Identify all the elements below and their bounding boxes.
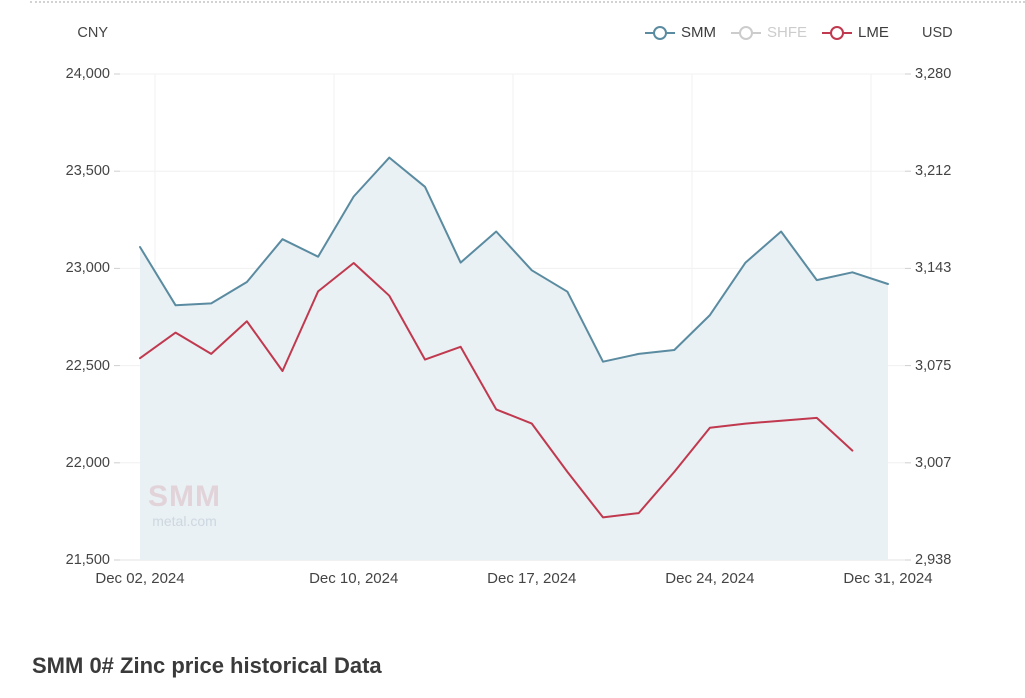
- left-axis-tick-label: 24,000: [65, 66, 110, 82]
- lme-legend-icon: [822, 25, 853, 40]
- left-axis-tick-label: 23,500: [65, 163, 110, 180]
- smm-legend-icon: [645, 25, 675, 40]
- legend-label-shfe: SHFE: [767, 24, 808, 41]
- legend-item-shfe[interactable]: SHFE: [731, 24, 807, 41]
- shfe-legend-icon: [731, 25, 761, 40]
- x-axis-tick-label: Dec 10, 2024: [309, 570, 399, 587]
- left-axis-tick-label: 22,500: [65, 357, 110, 374]
- x-axis-tick-label: Dec 02, 2024: [95, 570, 185, 587]
- lme-price-line: [139, 262, 854, 519]
- top-dotted-divider: [30, 1, 1025, 3]
- legend-item-smm[interactable]: SMM: [645, 24, 716, 41]
- right-axis-tick-label: 3,007: [915, 454, 952, 471]
- left-axis-tick-label: 23,000: [65, 260, 110, 277]
- left-axis-tick-label: 22,000: [65, 454, 110, 471]
- smm-area-fill: [140, 157, 888, 560]
- left-axis-tick-label: 21,500: [65, 552, 110, 568]
- chart-canvas[interactable]: [0, 0, 1025, 620]
- x-axis-tick-label: Dec 24, 2024: [665, 570, 755, 587]
- right-axis-tick-label: 3,280: [915, 66, 952, 82]
- right-axis-tick-label: 3,212: [915, 163, 952, 180]
- legend-item-lme[interactable]: LME: [822, 24, 889, 41]
- right-axis-currency-label: USD: [922, 25, 953, 41]
- left-axis-currency-label: CNY: [77, 25, 108, 41]
- right-axis-tick-label: 3,075: [915, 357, 952, 374]
- smm-price-line: [139, 156, 889, 363]
- price-chart[interactable]: CNY USD SMM SHFE LME 24,000 23,500 23,000 22,…: [0, 0, 1025, 620]
- chart-legend: SMM SHFE LME: [645, 24, 889, 41]
- right-axis-tick-label: 3,143: [915, 260, 952, 277]
- x-axis-tick-label: Dec 31, 2024: [843, 570, 933, 587]
- x-axis-tick-label: Dec 17, 2024: [487, 570, 577, 587]
- legend-label-lme: LME: [858, 24, 889, 41]
- right-axis-tick-label: 2,938: [915, 552, 952, 568]
- legend-label-smm: SMM: [681, 24, 716, 41]
- page-title: SMM 0# Zinc price historical Data: [32, 653, 382, 678]
